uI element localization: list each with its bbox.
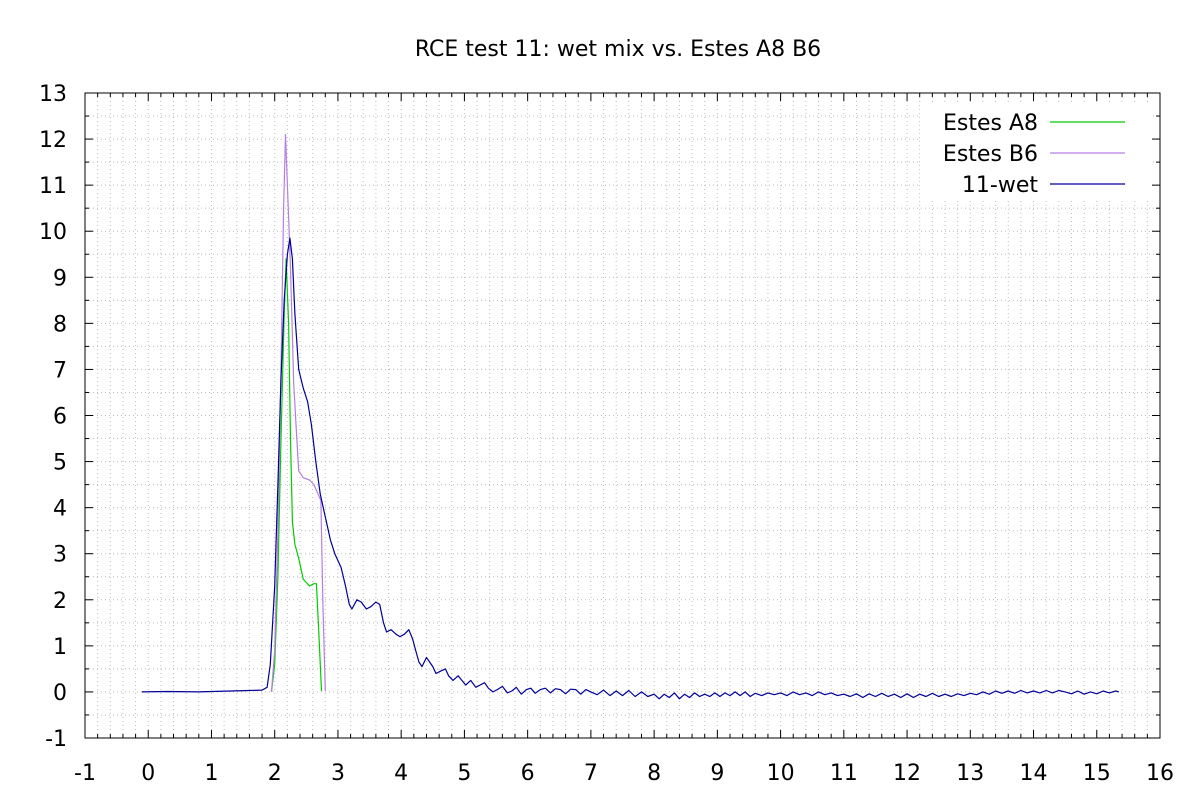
legend-label: 11-wet bbox=[962, 173, 1038, 198]
x-tick-label: 6 bbox=[521, 761, 535, 786]
series-line-estes-a8 bbox=[270, 258, 323, 692]
x-tick-label: 10 bbox=[767, 761, 795, 786]
y-tick-label: 9 bbox=[53, 266, 67, 291]
y-tick-label: 1 bbox=[53, 635, 67, 660]
y-tick-label: 2 bbox=[53, 589, 67, 614]
y-tick-label: 12 bbox=[39, 128, 67, 153]
axis-ticks: -1 0 1 2 3 4 5 6 7 8 9 10 11 12 13 14 15 16-1012345678910… bbox=[39, 82, 1174, 786]
x-tick-label: 15 bbox=[1083, 761, 1111, 786]
plot-frame bbox=[84, 92, 1161, 739]
x-tick-label: 12 bbox=[893, 761, 921, 786]
chart-title: RCE test 11: wet mix vs. Estes A8 B6 bbox=[415, 37, 821, 62]
x-tick-label: -1 bbox=[74, 761, 96, 786]
y-tick-label: 0 bbox=[53, 681, 67, 706]
y-tick-label: 13 bbox=[39, 82, 67, 107]
legend-label: Estes B6 bbox=[943, 142, 1038, 167]
y-tick-label: 3 bbox=[53, 543, 67, 568]
y-tick-label: -1 bbox=[45, 727, 67, 752]
y-tick-label: 5 bbox=[53, 451, 67, 476]
x-tick-label: 5 bbox=[457, 761, 471, 786]
series-line-11-wet bbox=[141, 237, 1120, 700]
y-tick-label: 7 bbox=[53, 358, 67, 383]
x-tick-label: 0 bbox=[141, 761, 155, 786]
x-tick-label: 16 bbox=[1146, 761, 1174, 786]
legend-label: Estes A8 bbox=[943, 111, 1038, 136]
y-tick-label: 4 bbox=[53, 497, 67, 522]
legend: Estes A8 Estes B6 11-wet bbox=[920, 103, 1150, 199]
x-tick-label: 13 bbox=[956, 761, 984, 786]
x-tick-label: 8 bbox=[647, 761, 661, 786]
legend-box bbox=[920, 103, 1150, 199]
x-tick-label: 3 bbox=[331, 761, 345, 786]
y-tick-label: 6 bbox=[53, 405, 67, 430]
x-tick-label: 4 bbox=[394, 761, 408, 786]
x-tick-label: 1 bbox=[204, 761, 218, 786]
x-tick-label: 2 bbox=[268, 761, 282, 786]
x-tick-label: 11 bbox=[830, 761, 858, 786]
y-tick-label: 8 bbox=[53, 312, 67, 337]
x-tick-label: 9 bbox=[710, 761, 724, 786]
y-tick-label: 11 bbox=[39, 174, 67, 199]
y-tick-label: 10 bbox=[39, 220, 67, 245]
series-lines bbox=[141, 133, 1120, 700]
x-tick-label: 7 bbox=[584, 761, 598, 786]
x-tick-label: 14 bbox=[1020, 761, 1048, 786]
